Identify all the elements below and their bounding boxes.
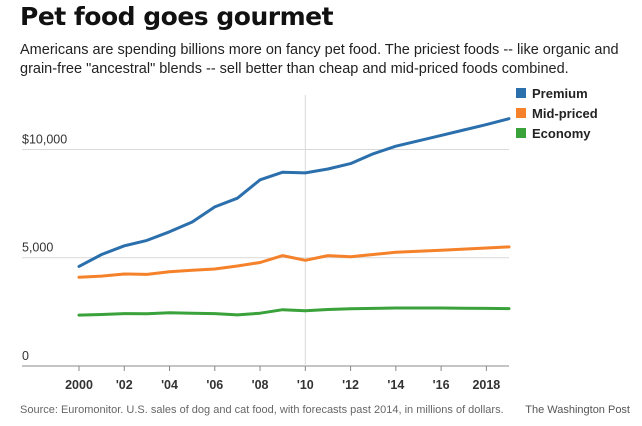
legend-swatch: [516, 88, 526, 98]
y-tick-label: 0: [22, 349, 29, 363]
series-line-premium: [77, 117, 511, 268]
x-tick-label: '14: [387, 378, 404, 392]
x-tick-label: '16: [433, 378, 450, 392]
series-line-economy: [77, 306, 511, 317]
publisher-credit: The Washington Post: [525, 404, 630, 416]
x-tick-label: '08: [252, 378, 269, 392]
x-tick-label: '04: [161, 378, 178, 392]
legend-label: Premium: [532, 86, 588, 101]
x-tick-label: 2000: [65, 378, 93, 392]
x-tick-label: '02: [116, 378, 133, 392]
legend-swatch: [516, 128, 526, 138]
legend-label: Economy: [532, 126, 591, 141]
x-tick-label: 2018: [472, 378, 500, 392]
series-layer: [77, 117, 511, 317]
x-tick-label: '12: [342, 378, 359, 392]
source-note: Source: Euromonitor. U.S. sales of dog a…: [20, 404, 504, 416]
legend: Premium Mid-priced Economy: [516, 86, 598, 141]
x-axis-ticks: 2000 '02 '04 '06 '08 '10 '12 '14 '16 2018: [65, 366, 500, 392]
legend-swatch: [516, 108, 526, 118]
chart-title: Pet food goes gourmet: [20, 2, 334, 31]
x-tick-label: '06: [206, 378, 223, 392]
y-tick-label: 5,000: [22, 241, 53, 255]
series-line-mid-priced: [77, 245, 511, 279]
chart-subtitle: Americans are spending billions more on …: [20, 42, 619, 77]
x-tick-label: '10: [297, 378, 314, 392]
y-axis-ticks: 0 5,000 $10,000: [22, 132, 67, 363]
legend-label: Mid-priced: [532, 106, 598, 121]
y-tick-label: $10,000: [22, 132, 67, 146]
grid-layer: [22, 95, 509, 367]
